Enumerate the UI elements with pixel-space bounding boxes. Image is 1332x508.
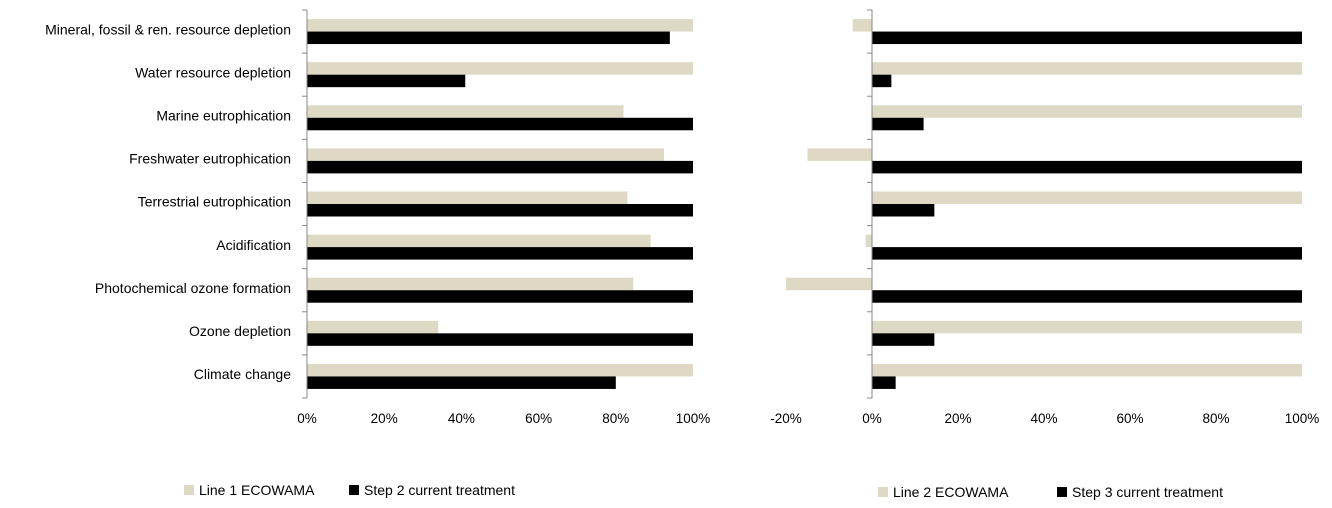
x-tick-label: 100% xyxy=(1285,411,1320,426)
x-tick-label: -20% xyxy=(770,411,802,426)
legend-label: Line 2 ECOWAMA xyxy=(893,484,1009,500)
bar-line-2-ecowama-3 xyxy=(807,148,872,161)
legend-swatch xyxy=(349,485,359,495)
bar-step-2-current-treatment-4 xyxy=(307,204,693,217)
bar-line-2-ecowama-0 xyxy=(852,19,872,32)
bar-line-1-ecowama-8 xyxy=(307,363,693,377)
bar-line-1-ecowama-2 xyxy=(307,105,624,118)
bar-step-3-current-treatment-7 xyxy=(872,333,935,346)
x-tick-label: 60% xyxy=(525,411,552,426)
bar-step-2-current-treatment-2 xyxy=(307,117,693,131)
x-tick-label: 40% xyxy=(1030,411,1057,426)
bar-step-3-current-treatment-8 xyxy=(872,376,896,389)
bar-line-1-ecowama-7 xyxy=(307,320,439,334)
bar-line-2-ecowama-2 xyxy=(872,105,1302,118)
chart-right-panel: -20% 0% 20% 40% 60% 80% 100% Line 2 ECOWAMA Step… xyxy=(770,9,1320,500)
bar-step-2-current-treatment-1 xyxy=(307,74,466,88)
bar-line-1-ecowama-3 xyxy=(307,148,665,161)
x-tick-label: 20% xyxy=(371,411,398,426)
bar-step-2-current-treatment-3 xyxy=(307,160,693,174)
category-label: Terrestrial eutrophication xyxy=(138,194,291,210)
bar-line-2-ecowama-1 xyxy=(872,62,1302,75)
x-tick-label: 80% xyxy=(1202,411,1229,426)
bar-line-2-ecowama-4 xyxy=(872,191,1302,204)
x-tick-label: 0% xyxy=(297,411,317,426)
x-tick-label: 0% xyxy=(862,411,882,426)
bar-line-1-ecowama-4 xyxy=(307,191,628,204)
bar-step-2-current-treatment-7 xyxy=(307,333,693,346)
bar-line-2-ecowama-8 xyxy=(872,363,1302,377)
x-tick-label: 100% xyxy=(676,411,711,426)
legend-label: Step 3 current treatment xyxy=(1072,484,1223,500)
category-label: Ozone depletion xyxy=(189,323,291,339)
category-label: Mineral, fossil & ren. resource depletio… xyxy=(45,21,291,37)
category-label: Marine eutrophication xyxy=(156,107,291,123)
x-tick-label: 20% xyxy=(944,411,971,426)
category-label: Water resource depletion xyxy=(135,64,291,80)
bar-step-2-current-treatment-6 xyxy=(307,290,693,303)
x-tick-label: 80% xyxy=(602,411,629,426)
bar-step-3-current-treatment-0 xyxy=(872,31,1302,45)
bar-step-3-current-treatment-3 xyxy=(872,160,1302,174)
bar-line-1-ecowama-6 xyxy=(307,277,634,291)
x-tick-label: 60% xyxy=(1116,411,1143,426)
bar-line-1-ecowama-1 xyxy=(307,62,693,75)
bar-step-2-current-treatment-0 xyxy=(307,31,670,45)
bar-step-2-current-treatment-5 xyxy=(307,247,693,260)
legend-swatch xyxy=(1057,487,1067,497)
bar-line-2-ecowama-6 xyxy=(786,277,872,291)
legend-label: Step 2 current treatment xyxy=(364,482,515,498)
bar-line-1-ecowama-0 xyxy=(307,19,693,32)
bar-step-3-current-treatment-4 xyxy=(872,204,935,217)
bar-step-2-current-treatment-8 xyxy=(307,376,616,389)
category-label: Climate change xyxy=(194,366,291,382)
x-tick-label: 40% xyxy=(448,411,475,426)
category-label: Acidification xyxy=(216,237,291,253)
bar-line-2-ecowama-7 xyxy=(872,320,1302,334)
bar-step-3-current-treatment-2 xyxy=(872,117,924,131)
bar-line-2-ecowama-5 xyxy=(865,234,872,248)
legend-swatch xyxy=(878,487,888,497)
bar-line-1-ecowama-5 xyxy=(307,234,651,248)
chart-left-panel: Mineral, fossil & ren. resource depletio… xyxy=(45,9,711,498)
bar-step-3-current-treatment-5 xyxy=(872,247,1302,260)
legend-label: Line 1 ECOWAMA xyxy=(199,482,315,498)
category-label: Freshwater eutrophication xyxy=(129,151,291,167)
bar-step-3-current-treatment-6 xyxy=(872,290,1302,303)
legend-swatch xyxy=(184,485,194,495)
category-label: Photochemical ozone formation xyxy=(95,280,291,296)
bar-step-3-current-treatment-1 xyxy=(872,74,892,88)
